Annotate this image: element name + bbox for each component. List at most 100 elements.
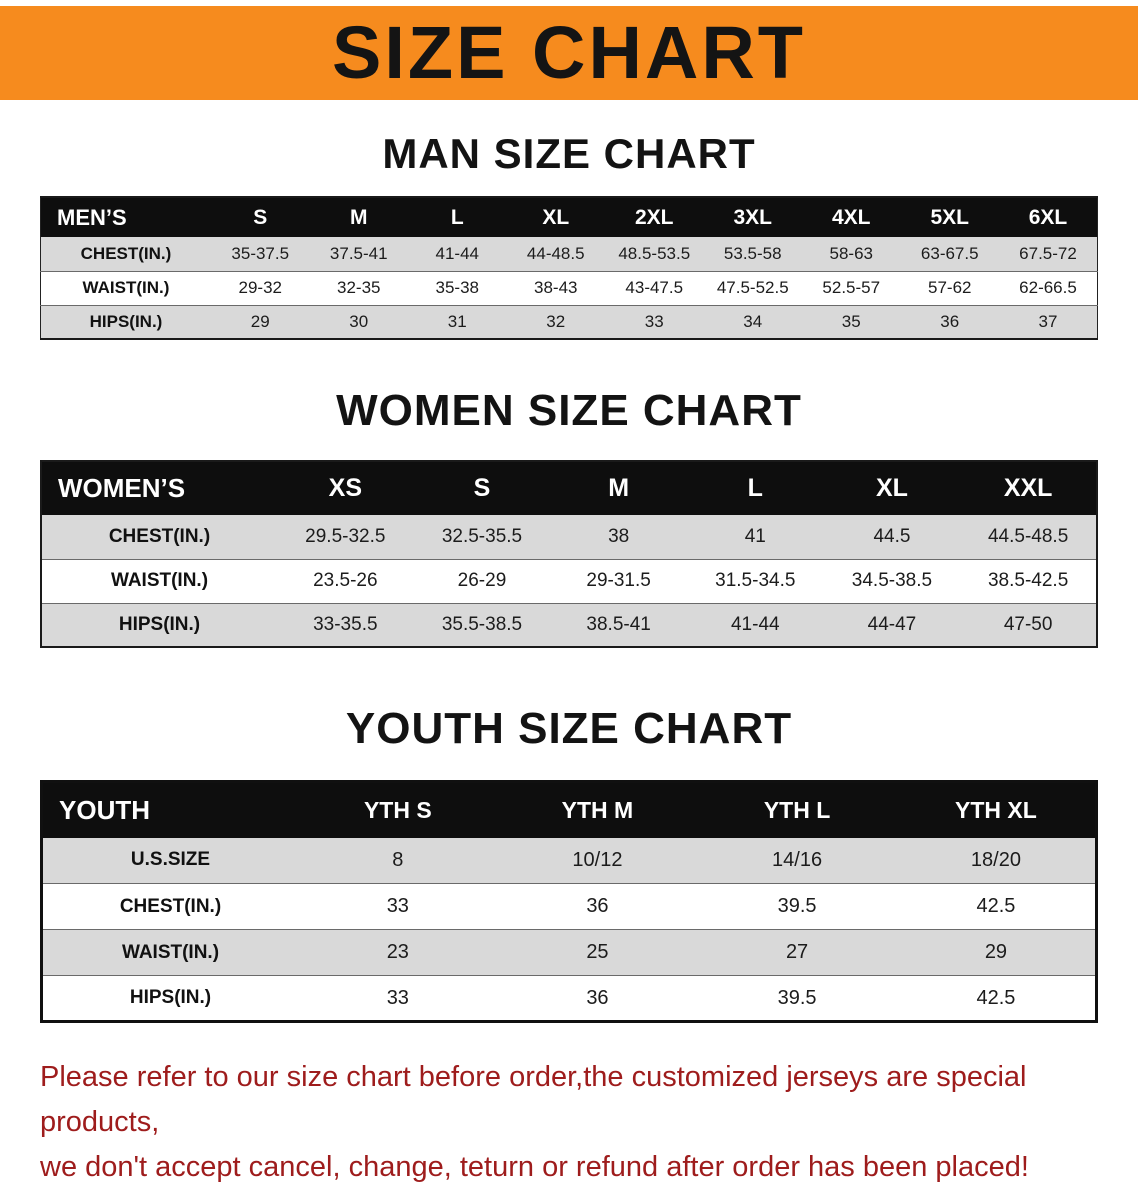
youth-chart-heading: YOUTH SIZE CHART — [345, 704, 793, 753]
size-value: 38 — [608, 525, 630, 547]
size-value: 38.5-41 — [586, 613, 651, 635]
size-column-header: XL — [823, 461, 961, 515]
size-column-header: XS — [277, 461, 414, 515]
header-row: MEN’S S M L XL 2XL 3XL 4XL 5XL 6XL — [40, 197, 1098, 237]
size-value: 29 — [984, 941, 1008, 963]
size-value: 37.5-41 — [329, 243, 388, 263]
size-column-header: 5XL — [900, 197, 999, 237]
size-value: 63-67.5 — [920, 243, 979, 263]
size-value: 43-47.5 — [625, 278, 684, 297]
size-value: 48.5-53.5 — [618, 243, 691, 263]
size-column-header: S — [211, 197, 310, 237]
size-value: 36 — [940, 311, 960, 331]
size-column-header: 2XL — [605, 197, 704, 237]
page-title: SIZE CHART — [332, 11, 806, 94]
size-column-header: M — [550, 461, 687, 515]
size-value: 29-32 — [238, 278, 282, 297]
size-value: 35.5-38.5 — [441, 613, 523, 635]
size-value: 42.5 — [976, 986, 1016, 1009]
measurement-label: U.S.SIZE — [130, 849, 211, 871]
size-value: 23.5-26 — [313, 570, 378, 591]
women-size-table: WOMEN’S XS S M L XL XXL CHEST(IN.) 29.5-32.5 32.5… — [40, 460, 1098, 648]
measurement-label: CHEST(IN.) — [119, 895, 222, 917]
size-value: 35 — [841, 311, 861, 331]
size-value: 8 — [392, 848, 404, 871]
size-value: 32 — [546, 311, 566, 331]
size-value: 18/20 — [970, 848, 1021, 871]
notice-line-2: we don't accept cancel, change, teturn o… — [40, 1150, 1029, 1183]
size-value: 42.5 — [976, 895, 1016, 917]
women-size-chart-section: WOMEN SIZE CHART WOMEN’S XS S M L XL XXL CHEST(… — [0, 386, 1138, 648]
size-value: 36 — [586, 895, 609, 917]
table-title-cell: MEN’S — [40, 197, 211, 237]
size-column-header: L — [408, 197, 507, 237]
size-value: 58-63 — [829, 243, 873, 263]
men-chart-heading: MAN SIZE CHART — [382, 130, 756, 177]
size-value: 47.5-52.5 — [716, 278, 789, 297]
size-value: 57-62 — [928, 278, 972, 297]
measurement-label: HIPS(IN.) — [118, 613, 201, 635]
measurement-row: CHEST(IN.) 33 36 39.5 42.5 — [41, 883, 1097, 930]
measurement-label: CHEST(IN.) — [108, 525, 211, 547]
size-value: 47-50 — [1003, 613, 1053, 635]
size-column-header: 3XL — [703, 197, 802, 237]
measurement-row: HIPS(IN.) 33-35.5 35.5-38.5 38.5-41 41-44 44-… — [41, 603, 1097, 647]
size-value: 37 — [1038, 311, 1058, 331]
measurement-label: WAIST(IN.) — [121, 941, 220, 963]
size-value: 32.5-35.5 — [441, 525, 523, 547]
size-column-header: YTH M — [497, 781, 698, 838]
size-value: 14/16 — [772, 848, 823, 871]
measurement-label: HIPS(IN.) — [129, 987, 212, 1008]
size-value: 10/12 — [572, 848, 623, 871]
size-value: 25 — [586, 941, 609, 963]
size-column-header: YTH L — [697, 781, 897, 838]
size-value: 29.5-32.5 — [305, 525, 386, 547]
size-column-header: M — [309, 197, 408, 237]
size-value: 52.5-57 — [822, 278, 881, 297]
men-size-table: MEN’S S M L XL 2XL 3XL 4XL 5XL 6XL CHEST(IN.) 35-37… — [40, 196, 1098, 340]
measurement-row: U.S.SIZE 8 10/12 14/16 18/20 — [41, 837, 1097, 884]
table-title-cell: YOUTH — [41, 781, 298, 838]
measurement-row: WAIST(IN.) 23 25 27 29 — [41, 929, 1097, 976]
size-value: 23 — [386, 941, 409, 963]
measurement-row: CHEST(IN.) 35-37.5 37.5-41 41-44 44-48.5 48.5… — [40, 237, 1098, 271]
size-value: 29-31.5 — [586, 570, 651, 591]
size-value: 33 — [644, 311, 664, 331]
size-value: 41 — [744, 525, 766, 547]
measurement-row: HIPS(IN.) 33 36 39.5 42.5 — [41, 975, 1097, 1022]
size-value: 39.5 — [777, 986, 817, 1009]
size-column-header: S — [413, 461, 551, 515]
size-value: 38.5-42.5 — [987, 570, 1069, 591]
size-chart-banner: SIZE CHART — [0, 6, 1138, 100]
size-column-header: YTH S — [298, 781, 498, 838]
size-column-header: XL — [506, 197, 605, 237]
size-value: 30 — [349, 311, 369, 331]
size-value: 35-38 — [435, 278, 479, 297]
size-value: 29 — [250, 311, 270, 331]
measurement-label: CHEST(IN.) — [80, 243, 172, 263]
size-column-header: YTH XL — [896, 781, 1097, 838]
measurement-label: WAIST(IN.) — [82, 278, 170, 297]
size-value: 35-37.5 — [231, 243, 290, 263]
size-value: 31.5-34.5 — [715, 570, 796, 591]
size-value: 44.5-48.5 — [987, 525, 1069, 547]
size-value: 36 — [586, 986, 609, 1009]
measurement-row: HIPS(IN.) 29 30 31 32 33 34 35 36 37 — [40, 305, 1098, 339]
women-chart-heading: WOMEN SIZE CHART — [336, 386, 802, 435]
size-column-header: L — [686, 461, 824, 515]
measurement-row: WAIST(IN.) 23.5-26 26-29 29-31.5 31.5-34.5 34… — [41, 559, 1097, 603]
table-title-cell: WOMEN’S — [41, 461, 277, 515]
header-row: YOUTH YTH S YTH M YTH L YTH XL — [41, 781, 1097, 838]
size-value: 33 — [386, 895, 409, 917]
notice-line-1: Please refer to our size chart before or… — [40, 1061, 1027, 1138]
size-value: 34.5-38.5 — [851, 570, 933, 591]
header-row: WOMEN’S XS S M L XL XXL — [41, 461, 1097, 515]
size-value: 41-44 — [435, 243, 479, 263]
size-value: 62-66.5 — [1019, 278, 1077, 297]
youth-size-table: YOUTH YTH S YTH M YTH L YTH XL U.S.SIZE 8 10/12… — [40, 780, 1098, 1023]
size-value: 38-43 — [534, 278, 578, 297]
size-column-header: 4XL — [802, 197, 901, 237]
size-value: 26-29 — [457, 570, 507, 591]
measurement-label: WAIST(IN.) — [110, 570, 209, 591]
